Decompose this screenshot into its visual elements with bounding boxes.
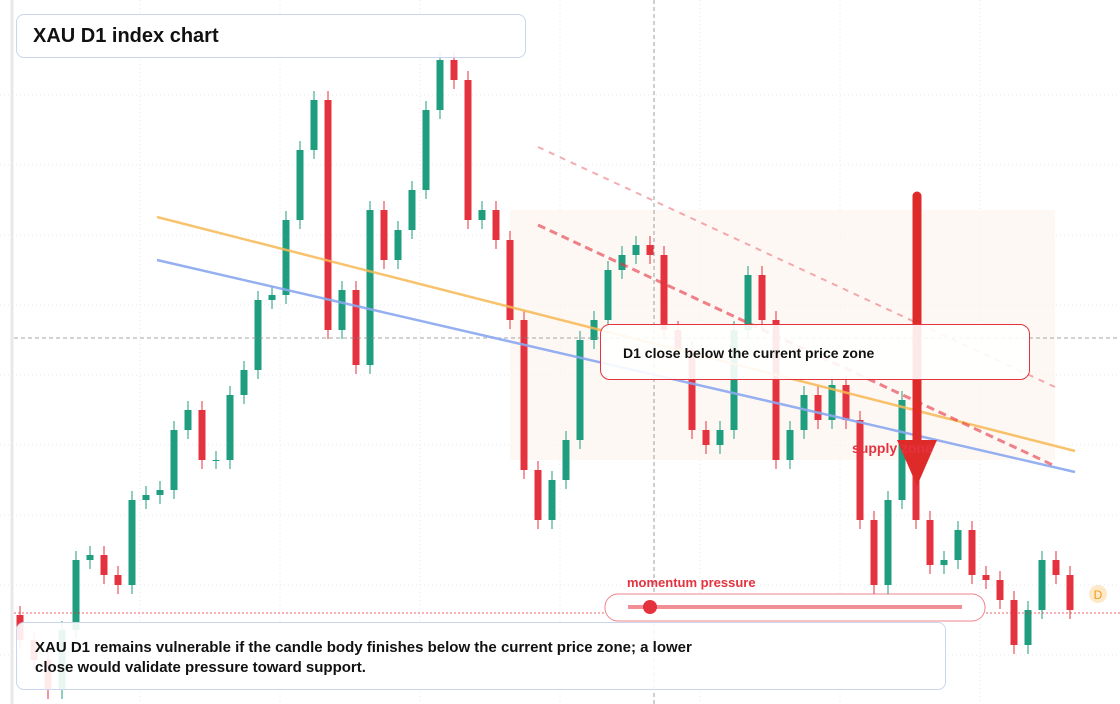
candle-body: [408, 190, 416, 230]
candle-body: [212, 460, 220, 461]
candle-body: [1052, 560, 1060, 575]
candle-body: [478, 210, 486, 220]
footnote: XAU D1 remains vulnerable if the candle …: [16, 622, 946, 690]
candle-body: [198, 410, 206, 460]
candle-body: [1010, 600, 1018, 645]
callout: D1 close below the current price zone: [600, 324, 1030, 380]
footnote-text: XAU D1 remains vulnerable if the candle …: [35, 639, 692, 676]
candle-body: [142, 495, 150, 500]
badge-text: D: [1094, 588, 1103, 602]
candle-body: [100, 555, 108, 575]
candle-body: [506, 240, 514, 320]
candle-body: [240, 370, 248, 395]
candle-body: [534, 470, 542, 520]
candle-body: [856, 420, 864, 520]
candle-body: [72, 560, 80, 630]
arrow-head: [897, 440, 937, 486]
candle-body: [940, 560, 948, 565]
candle-body: [226, 395, 234, 460]
candle-body: [590, 320, 598, 340]
candle-body: [576, 340, 584, 440]
candle-body: [268, 295, 276, 300]
candle-body: [772, 320, 780, 460]
candle-body: [366, 210, 374, 365]
candle-body: [296, 150, 304, 220]
candle-body: [562, 440, 570, 480]
candle-body: [604, 270, 612, 320]
candle-body: [814, 395, 822, 420]
candle-body: [632, 245, 640, 255]
badge: [1089, 585, 1107, 603]
candle-body: [184, 410, 192, 430]
candle-body: [968, 530, 976, 575]
candle-body: [338, 290, 346, 330]
candle-body: [842, 385, 850, 420]
candle-body: [352, 290, 360, 365]
candle-body: [996, 580, 1004, 600]
candle-body: [114, 575, 122, 585]
candle-body: [660, 255, 668, 330]
candle-body: [422, 110, 430, 190]
candle-body: [926, 520, 934, 565]
candle-body: [828, 385, 836, 420]
candle-body: [744, 275, 752, 330]
candle-body: [254, 300, 262, 370]
candle-body: [786, 430, 794, 460]
candle-body: [128, 500, 136, 585]
candle-body: [870, 520, 878, 585]
candle-body: [800, 395, 808, 430]
candle-body: [1038, 560, 1046, 610]
candle-body: [646, 245, 654, 255]
candle-body: [86, 555, 94, 560]
candle-body: [1024, 610, 1032, 645]
candle-body: [436, 60, 444, 110]
candle-body: [730, 330, 738, 430]
slider-knob[interactable]: [643, 600, 657, 614]
chart-title: XAU D1 index chart: [16, 14, 526, 58]
candle-body: [548, 480, 556, 520]
candle-body: [170, 430, 178, 490]
candle-body: [464, 80, 472, 220]
candle-body: [758, 275, 766, 320]
candle-body: [380, 210, 388, 260]
candle-body: [982, 575, 990, 580]
candle-body: [394, 230, 402, 260]
candle-body: [618, 255, 626, 270]
candle-body: [1066, 575, 1074, 610]
slider-label: momentum pressure: [627, 575, 756, 590]
candle-body: [156, 490, 164, 495]
candle-body: [310, 100, 318, 150]
channel-line: [537, 223, 1056, 468]
candle-body: [282, 220, 290, 295]
candle-body: [884, 500, 892, 585]
candle-body: [450, 60, 458, 80]
candle-body: [702, 430, 710, 445]
candle-body: [688, 350, 696, 430]
candle-body: [520, 320, 528, 470]
candle-body: [324, 100, 332, 330]
candle-body: [716, 430, 724, 445]
zone-label: supply zone: [852, 440, 933, 456]
candle-body: [492, 210, 500, 240]
candle-body: [954, 530, 962, 560]
